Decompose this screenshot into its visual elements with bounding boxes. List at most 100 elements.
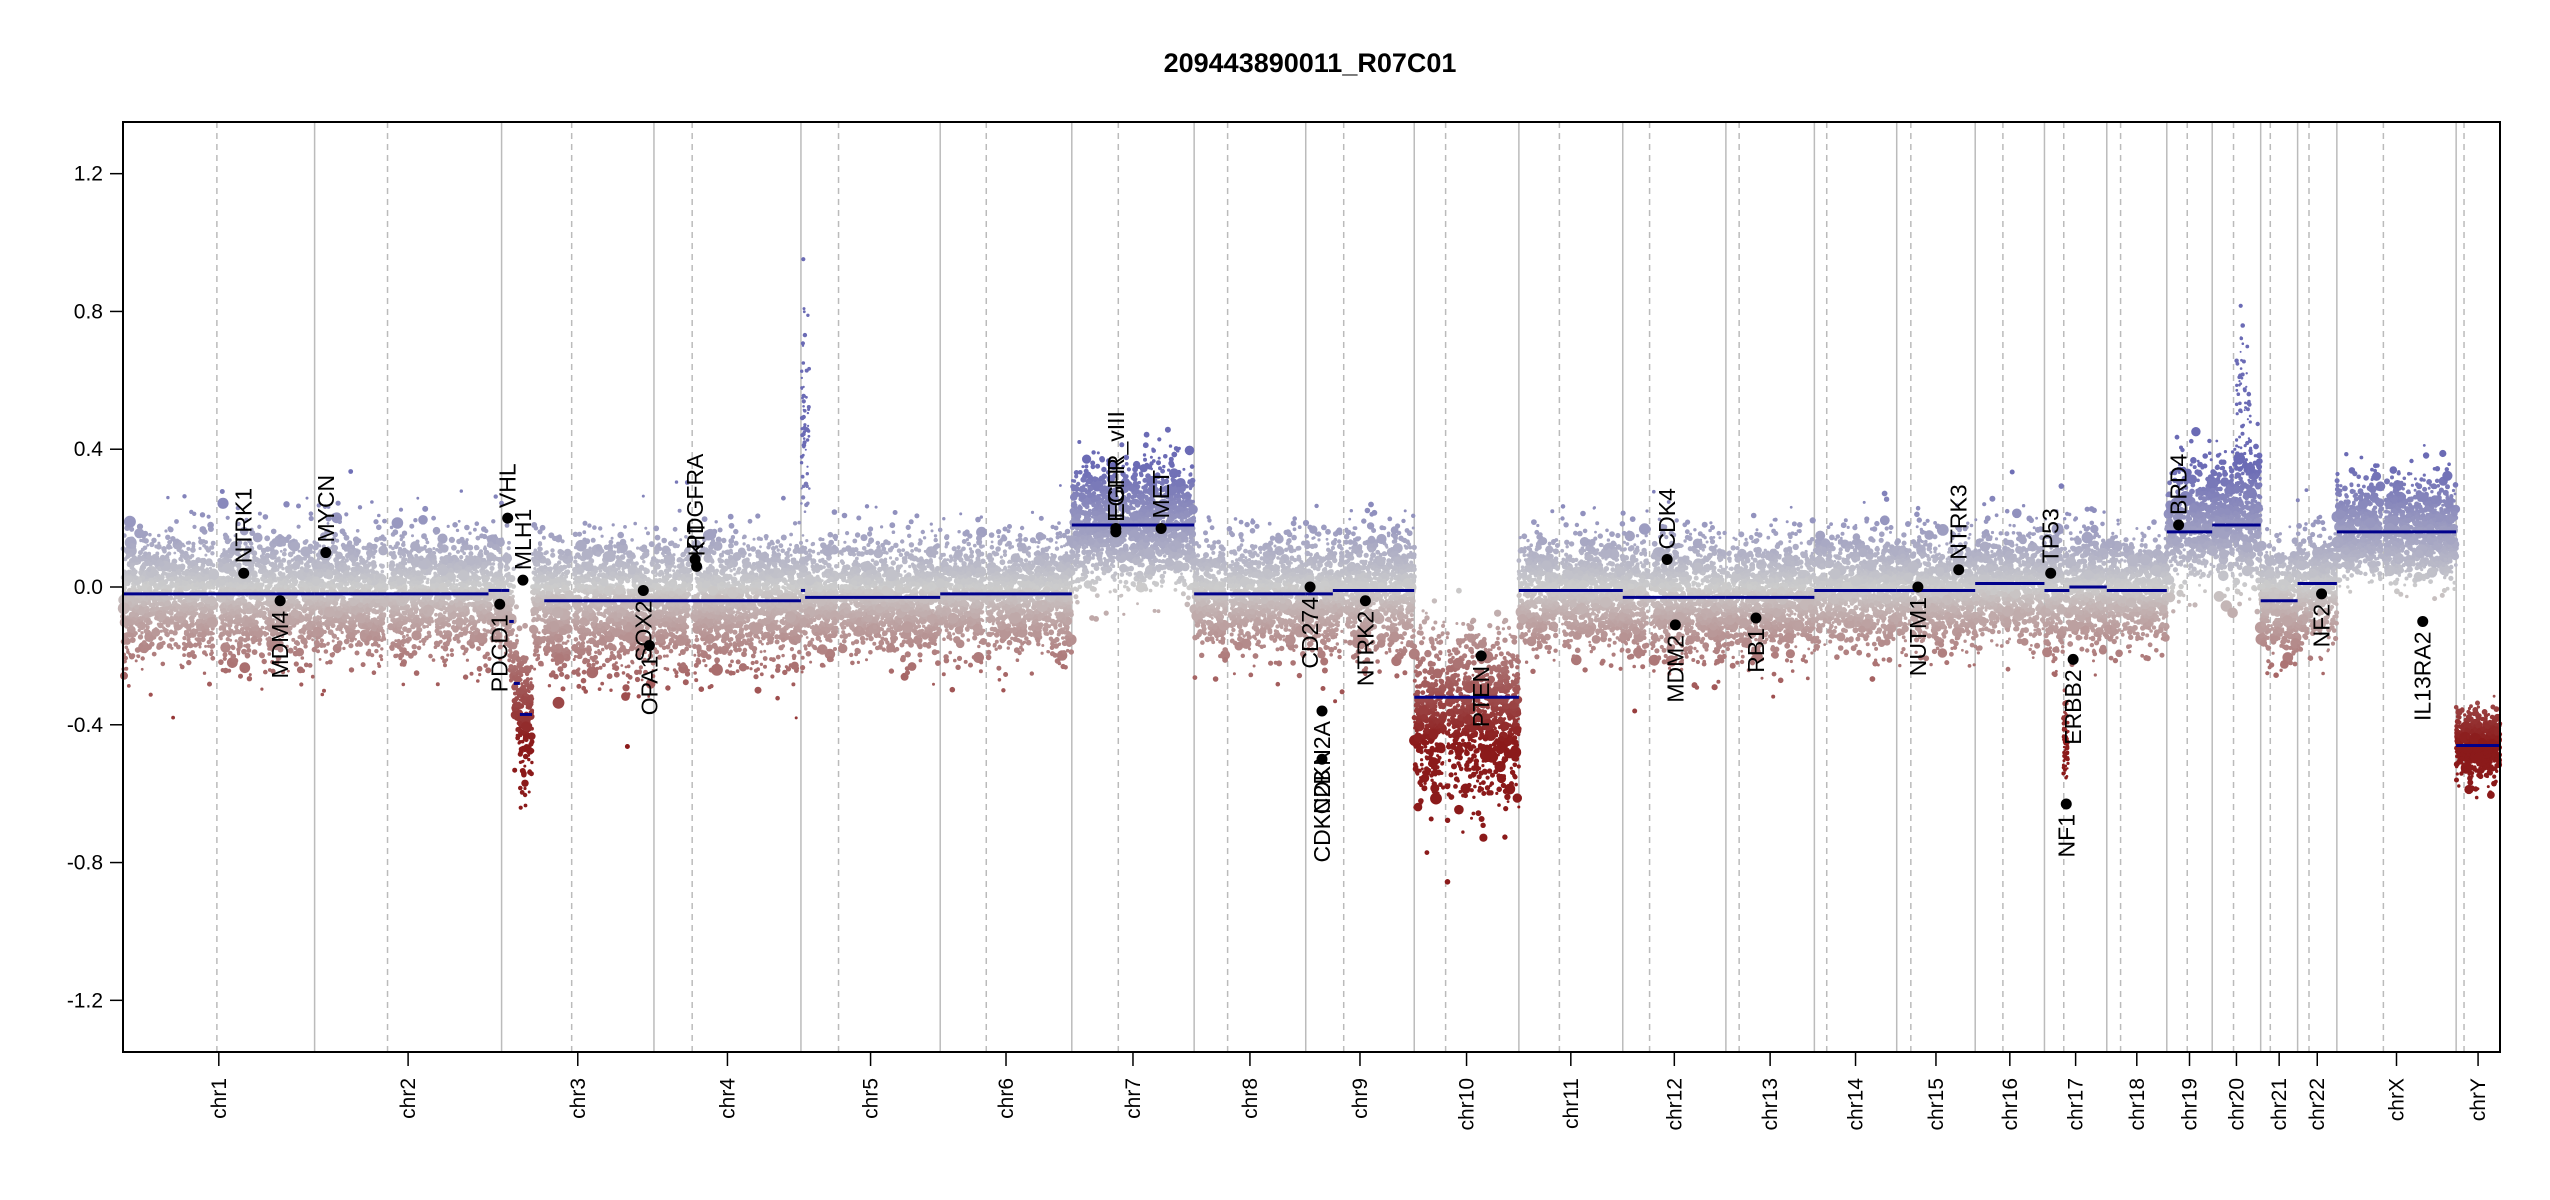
cnv-point xyxy=(422,533,427,538)
cnv-point xyxy=(232,632,236,636)
cnv-point xyxy=(406,639,410,644)
cnv-point xyxy=(243,584,248,590)
cnv-point xyxy=(465,538,469,542)
cnv-point xyxy=(392,573,395,577)
cnv-point xyxy=(357,505,363,510)
cnv-point xyxy=(222,667,229,674)
cnv-point xyxy=(313,639,320,646)
cnv-point xyxy=(241,632,245,637)
cnv-point xyxy=(456,538,462,545)
cnv-point xyxy=(388,576,395,583)
cnv-point xyxy=(150,602,154,607)
cnv-point xyxy=(250,580,254,585)
cnv-point xyxy=(261,555,267,560)
cnv-point xyxy=(211,563,216,568)
cnv-point xyxy=(423,610,428,614)
cnv-point xyxy=(144,628,149,634)
cnv-point xyxy=(469,671,474,676)
cnv-point xyxy=(412,565,416,569)
cnv-point xyxy=(416,627,420,631)
cnv-point xyxy=(295,647,305,657)
cnv-point xyxy=(192,511,197,516)
cnv-point xyxy=(366,635,373,641)
cnv-point xyxy=(302,604,308,609)
cnv-point xyxy=(305,496,309,500)
cnv-point xyxy=(426,585,430,589)
cnv-point xyxy=(405,633,409,637)
cnv-point xyxy=(322,568,327,572)
cnv-point xyxy=(219,614,225,620)
cnv-point xyxy=(566,639,570,643)
cnv-point xyxy=(587,523,592,528)
cnv-point xyxy=(279,538,285,544)
cnv-point xyxy=(462,652,466,656)
cnv-point xyxy=(449,600,455,606)
cnv-point xyxy=(354,561,360,568)
cnv-point xyxy=(199,607,204,611)
cnv-point xyxy=(306,634,312,640)
cnv-point xyxy=(275,557,281,563)
cnv-point xyxy=(337,571,341,575)
cnv-point xyxy=(246,676,253,682)
cnv-point xyxy=(374,574,380,580)
cnv-point xyxy=(125,553,131,559)
cnv-point xyxy=(432,547,436,550)
cnv-point xyxy=(398,546,403,551)
cnv-point xyxy=(283,585,288,590)
cnv-point xyxy=(291,598,295,602)
cnv-point xyxy=(179,616,185,622)
cnv-point xyxy=(288,553,293,558)
cnv-point xyxy=(268,595,275,601)
cnv-point xyxy=(456,614,460,619)
cnv-point xyxy=(123,515,136,528)
cnv-point xyxy=(244,652,251,659)
cnv-point xyxy=(193,582,198,588)
cnv-point xyxy=(206,625,210,629)
cnv-point xyxy=(319,625,323,629)
cnv-point xyxy=(337,605,342,611)
cnv-point xyxy=(287,565,292,569)
cnv-point xyxy=(316,649,320,654)
cnv-point xyxy=(312,578,320,586)
cnv-point xyxy=(236,647,241,652)
cnv-point xyxy=(365,597,371,604)
cnv-point xyxy=(415,570,422,577)
cnv-point xyxy=(228,587,233,592)
cnv-point xyxy=(389,586,393,590)
cnv-point xyxy=(380,628,385,634)
cnv-point xyxy=(146,560,151,565)
cnv-point xyxy=(268,562,273,567)
cnv-point xyxy=(173,551,177,555)
cnv-point xyxy=(428,653,433,659)
cnv-point xyxy=(182,653,187,657)
cnv-point xyxy=(284,579,288,584)
cnv-point xyxy=(348,469,354,474)
cnv-point xyxy=(580,677,587,684)
cnv-point xyxy=(123,580,129,586)
cnv-point xyxy=(435,588,440,593)
cnv-point xyxy=(265,595,269,599)
cnv-point xyxy=(476,665,483,672)
cnv-point xyxy=(180,575,185,580)
cnv-point xyxy=(492,559,496,562)
cnv-point xyxy=(320,692,325,697)
cnv-point xyxy=(198,645,202,649)
cnv-point xyxy=(336,624,341,629)
cnv-point xyxy=(190,610,196,616)
cnv-point xyxy=(457,570,469,582)
cnv-point xyxy=(331,619,336,624)
cnv-point xyxy=(188,579,193,584)
cnv-point xyxy=(465,610,470,616)
cnv-point xyxy=(466,624,470,628)
cnv-point xyxy=(493,544,500,551)
cnv-point xyxy=(443,630,447,634)
cnv-point xyxy=(472,607,478,613)
cnv-point xyxy=(181,641,187,646)
cnv-point xyxy=(481,526,487,532)
cnv-point xyxy=(205,575,209,579)
cnv-point xyxy=(339,528,346,535)
cnv-point xyxy=(380,657,384,662)
cnv-point xyxy=(188,616,193,621)
cnv-point xyxy=(148,692,153,697)
cnv-point xyxy=(165,553,169,557)
